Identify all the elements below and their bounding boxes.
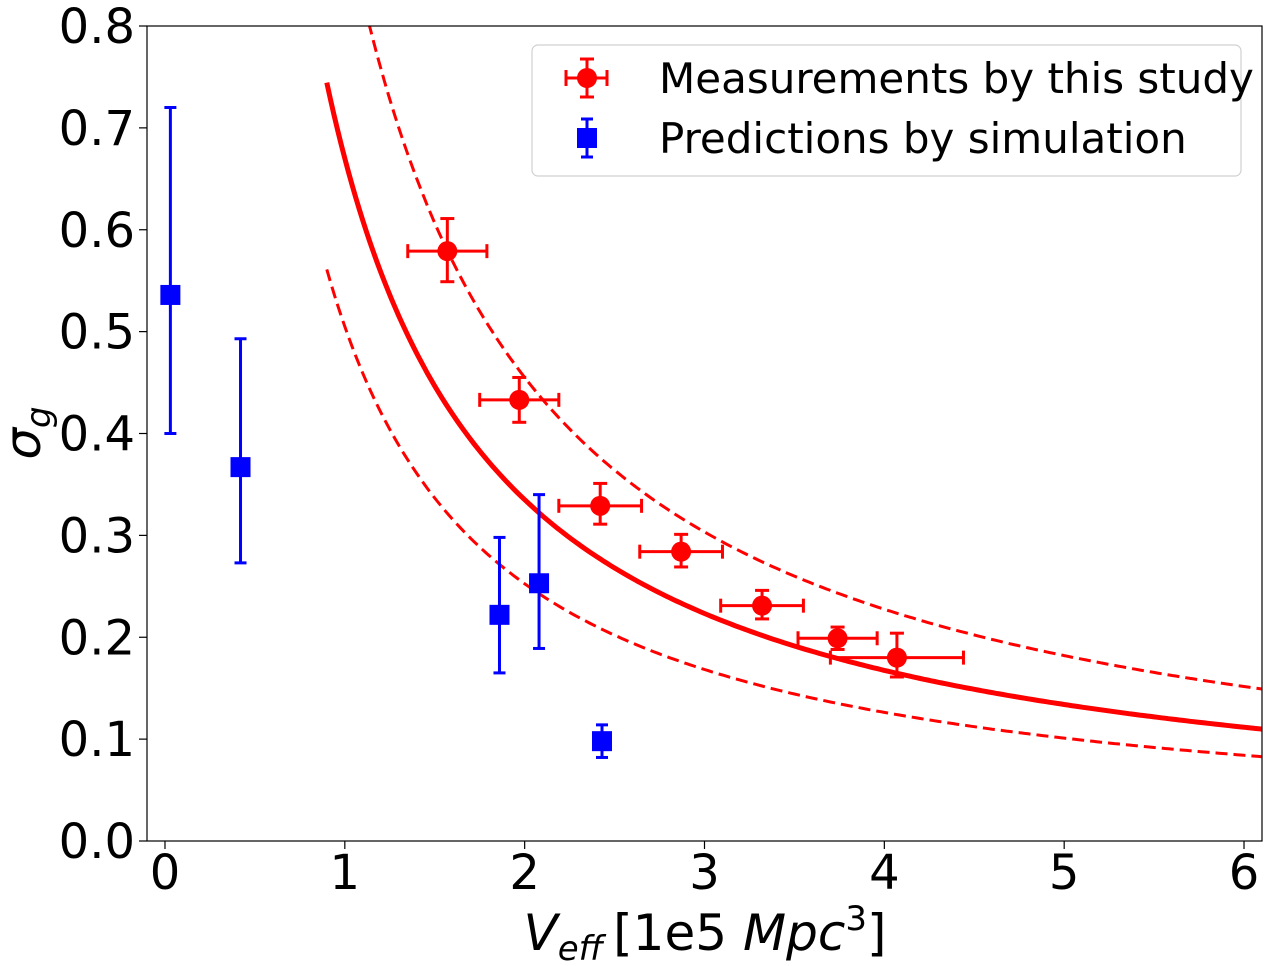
legend-box: [531, 44, 1242, 177]
fit-curves: [324, 26, 1262, 759]
measurement-point: [509, 389, 530, 410]
y-tick-label: 0.0: [59, 814, 135, 870]
y-tick-label: 0.6: [59, 203, 135, 259]
fit-curve-lower-bound: [325, 268, 1262, 759]
x-tick-label: 6: [1229, 845, 1260, 901]
simulation-point: [591, 731, 612, 752]
y-tick-label: 0.3: [59, 508, 135, 564]
fit-curve-best-fit: [324, 82, 1262, 732]
legend-marker-measurements: [564, 57, 609, 99]
legend-marker-simulation: [577, 117, 597, 159]
legend-label-simulation: Predictions by simulation: [659, 114, 1187, 163]
x-tick-label: 5: [1049, 845, 1080, 901]
y-tick-label: 0.5: [59, 305, 135, 361]
y-tick-label: 0.1: [59, 712, 135, 768]
measurements-series: [406, 217, 965, 679]
x-tick-label: 4: [869, 845, 900, 901]
simulation-point: [160, 284, 181, 305]
measurement-point: [752, 595, 773, 616]
simulation-point: [529, 573, 550, 594]
y-tick-label: 0.2: [59, 610, 135, 666]
measurement-point: [886, 647, 907, 668]
legend-label-measurements: Measurements by this study: [659, 54, 1254, 103]
measurement-point: [590, 495, 611, 516]
fit-curve-upper-bound: [368, 26, 1262, 691]
x-axis-ticks: 0 1 2 3 4 5 6: [150, 841, 1260, 901]
y-axis-ticks: 0.0 0.1 0.2 0.3 0.4 0.5 0.6 0.7 0.8: [59, 0, 147, 870]
x-tick-label: 3: [689, 845, 720, 901]
y-axis-label: σg: [0, 406, 59, 459]
x-tick-label: 0: [150, 845, 181, 901]
y-tick-label: 0.4: [59, 407, 135, 463]
simulation-point: [489, 604, 510, 625]
simulation-point: [230, 457, 251, 478]
legend: Measurements by this study Predictions b…: [531, 44, 1254, 177]
y-tick-label: 0.8: [59, 0, 135, 55]
measurement-point: [671, 541, 692, 562]
x-tick-label: 2: [509, 845, 540, 901]
y-tick-label: 0.7: [59, 101, 135, 157]
simulation-series: [160, 106, 612, 759]
measurement-point: [827, 628, 848, 649]
measurement-point: [437, 241, 458, 262]
x-tick-label: 1: [330, 845, 361, 901]
x-axis-label: Veff [1e5 Mpc3]: [523, 899, 886, 966]
